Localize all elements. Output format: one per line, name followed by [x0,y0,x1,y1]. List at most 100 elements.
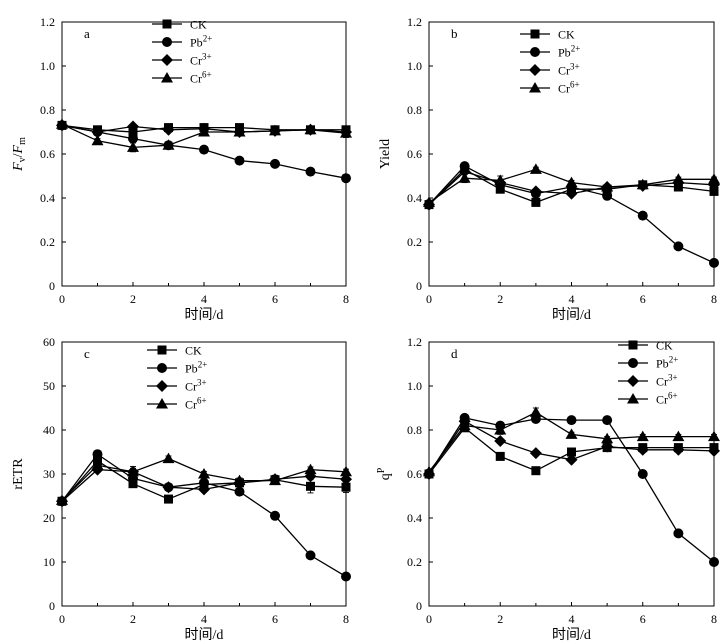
x-tick-label: 4 [201,612,207,626]
data-point-triangle [56,494,68,505]
series-line [428,417,715,563]
panel-letter: c [84,346,90,361]
legend-label: Cr3+ [558,62,580,78]
x-tick-label: 0 [426,292,432,306]
y-tick-label: 0.2 [407,235,422,249]
data-point-circle [602,415,613,426]
data-point-triangle [340,127,352,138]
data-point-square [709,186,719,196]
y-tick-label: 0 [416,599,422,613]
data-point-circle [270,510,280,521]
data-point-circle [709,257,719,268]
legend-label: CK [190,18,207,32]
legend-marker-diamond [529,64,541,76]
y-tick-label: 40 [43,423,55,437]
legend-label: CK [656,339,673,353]
x-tick-label: 4 [569,612,575,626]
chart-panel-a: 00.20.40.60.81.01.20 2 4 6 8时间/dFv/FmaCKPb2+… [11,15,352,323]
data-point-triangle [304,123,317,135]
x-axis-label: 时间/d [552,307,591,323]
data-point-circle [341,173,351,184]
x-tick-label: 8 [711,292,717,306]
legend-marker-square [530,29,540,39]
data-point-triangle [601,432,614,444]
y-tick-label: 0.8 [407,423,422,437]
data-point-triangle [198,468,210,479]
y-axis-label-part: F [11,144,26,154]
y-tick-label: 50 [43,379,55,393]
series-triangle [56,452,352,505]
data-point-triangle [529,163,542,174]
data-point-circle [199,144,209,155]
data-point-circle [673,528,684,539]
data-point-triangle [458,419,471,431]
data-point-diamond [601,440,614,453]
legend-label: Pb2+ [558,44,580,60]
x-tick-label: 0 [59,292,65,306]
data-point-diamond [708,444,720,457]
data-point-triangle [56,118,68,129]
legend-label-superscript: 3+ [202,52,212,62]
legend-label-name: Cr [190,72,202,86]
y-tick-label: 10 [43,555,55,569]
legend-marker-square [628,340,638,350]
panel-letter: a [84,26,90,41]
legend-label-superscript: 2+ [198,360,208,370]
y-tick-label: 0.6 [40,147,55,161]
data-point-triangle [198,126,210,137]
legend-label-name: Cr [190,54,202,68]
legend-label-superscript: 6+ [197,396,207,406]
y-axis-label-part: / [11,153,26,157]
data-point-triangle [233,474,246,486]
data-point-triangle [565,176,578,188]
legend-label: Pb2+ [656,355,678,371]
series-triangle [56,118,352,153]
y-axis-label-part: q [378,473,393,480]
data-point-square [567,447,576,457]
legend-label-superscript: 3+ [570,62,580,72]
y-tick-label: 1.0 [40,59,55,73]
data-point-diamond [672,443,685,456]
legend-label-name: Pb [656,357,669,371]
data-point-diamond [162,481,175,494]
data-point-diamond [529,185,542,198]
data-point-square [341,482,351,492]
data-point-circle [128,133,138,144]
data-point-diamond [198,483,210,496]
legend-label: Cr6+ [190,70,212,86]
y-tick-label: 0 [49,599,55,613]
y-tick-label: 20 [43,511,55,525]
data-point-diamond [565,187,578,200]
x-axis-label: 时间/d [552,627,591,643]
legend-marker-square [157,345,167,355]
legend-label: Cr6+ [558,80,580,96]
series-diamond [423,415,720,480]
legend-label: Cr6+ [185,396,207,412]
y-tick-label: 1.2 [40,15,55,29]
data-point-triangle [304,463,317,475]
x-tick-label: 2 [497,612,503,626]
x-tick-label: 4 [201,292,207,306]
x-tick-label: 2 [130,612,136,626]
data-point-diamond [494,435,507,447]
legend-marker-triangle [156,398,168,409]
legend-label-superscript: 6+ [570,80,580,90]
data-point-triangle [601,181,614,192]
data-point-triangle [565,428,578,439]
data-point-triangle [162,139,175,150]
y-axis-label-part: P [376,467,387,473]
x-tick-label: 6 [272,292,278,306]
legend-label: Cr3+ [190,52,212,68]
y-tick-label: 1.0 [407,59,422,73]
data-point-square [164,494,173,504]
legend-label: Cr6+ [656,391,678,407]
series-triangle [423,406,720,477]
y-tick-label: 0.2 [40,235,55,249]
y-axis-label-part: v [17,157,28,162]
x-tick-label: 2 [130,292,136,306]
data-point-square [531,466,541,476]
y-tick-label: 0.6 [407,467,422,481]
legend-label: CK [185,344,202,358]
